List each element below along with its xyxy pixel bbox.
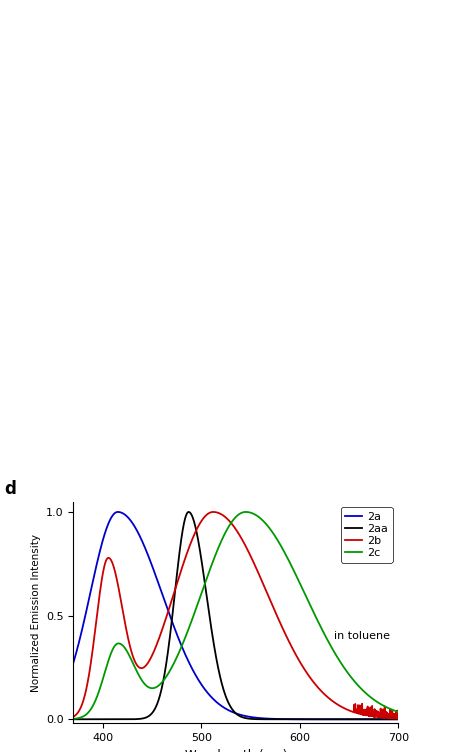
Text: d: d [5, 480, 17, 498]
Text: in toluene: in toluene [334, 632, 390, 641]
Legend: 2a, 2aa, 2b, 2c: 2a, 2aa, 2b, 2c [341, 507, 392, 562]
X-axis label: Wavelength (nm): Wavelength (nm) [185, 749, 287, 752]
Y-axis label: Normalized Emission Intensity: Normalized Emission Intensity [30, 533, 41, 692]
